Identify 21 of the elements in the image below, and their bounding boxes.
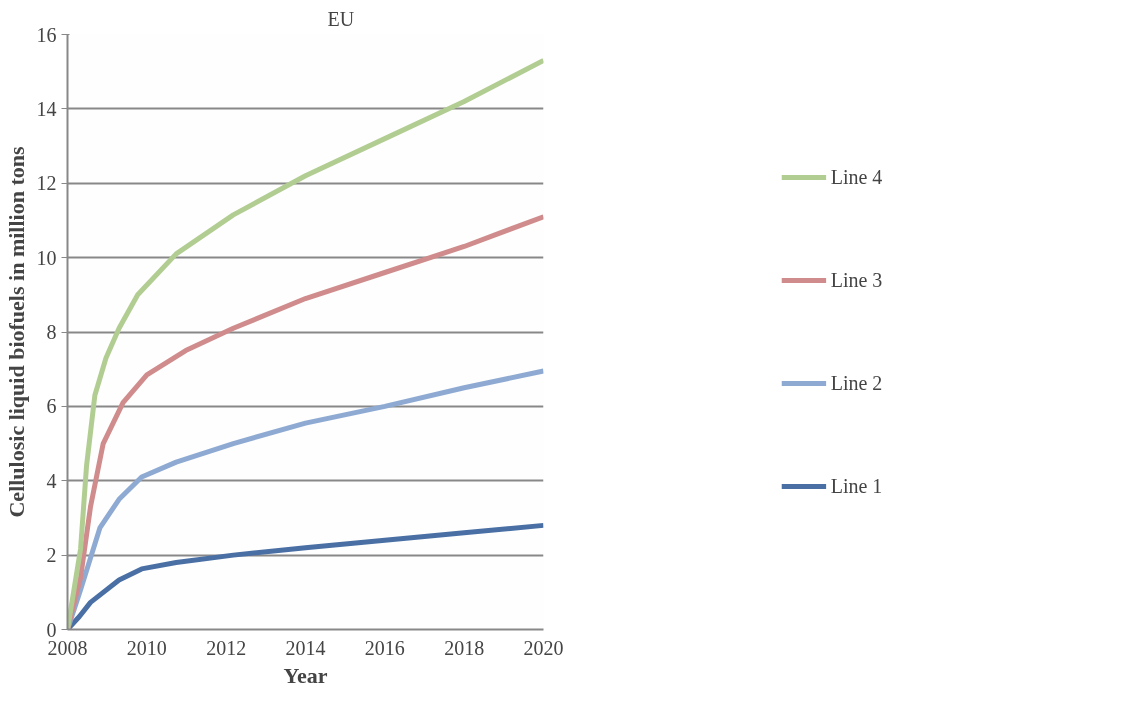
x-tick-label: 2012 (206, 636, 247, 659)
x-tick-label: 2016 (364, 636, 405, 659)
y-tick-label: 4 (46, 469, 57, 492)
legend-label: Line 4 (830, 165, 883, 189)
y-tick-label: 12 (36, 172, 57, 195)
x-tick-label: 2010 (126, 636, 167, 659)
y-tick-label: 2 (46, 544, 57, 567)
y-tick-label: 10 (36, 246, 57, 269)
x-tick-label: 2020 (523, 636, 564, 659)
y-tick-label: 16 (36, 23, 57, 46)
y-axis-title: Cellulosic liquid biofuels in million tons (3, 146, 29, 518)
y-tick-label: 6 (46, 395, 57, 418)
legend-label: Line 3 (830, 268, 883, 292)
legend-label: Line 2 (830, 371, 883, 395)
x-tick-label: 2018 (444, 636, 485, 659)
chart-title: EU (327, 7, 355, 30)
y-tick-label: 14 (36, 97, 57, 120)
legend-label: Line 1 (830, 474, 883, 498)
x-tick-label: 2014 (285, 636, 326, 659)
y-tick-label: 8 (46, 321, 57, 343)
x-axis-title: Year (283, 662, 328, 688)
